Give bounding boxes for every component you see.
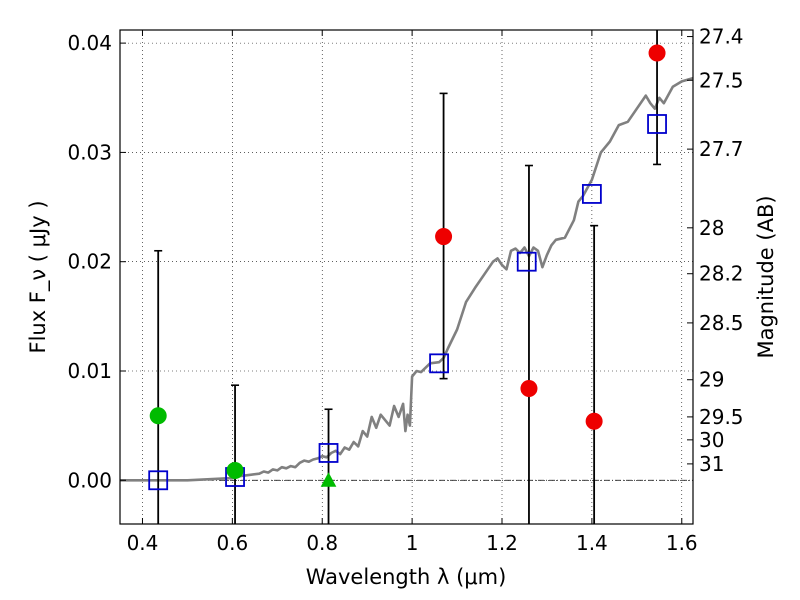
y-tick-label: 0.00: [67, 468, 112, 492]
tick-labels: 0.4 0.6 0.8 1 1.2 1.4 1.6 0.00 0.01 0.02 0.03 0.04 2…: [67, 25, 743, 555]
model-photometry-square: [516, 251, 537, 272]
y-tick-label: 0.04: [67, 31, 112, 55]
model-photometry-square: [148, 470, 169, 491]
model-photometry-square: [581, 184, 602, 204]
x-tick-label: 0.6: [216, 531, 248, 555]
right-tick-label: 27.7: [699, 137, 744, 161]
x-tick-label: 1.6: [666, 531, 698, 555]
y-tick-label: 0.01: [67, 359, 112, 383]
right-tick-label: 29: [699, 368, 724, 392]
detection-point: [585, 412, 603, 430]
right-tick-label: 28.2: [699, 262, 744, 286]
right-tick-label: 27.5: [699, 68, 744, 92]
x-tick-label: 0.4: [127, 531, 159, 555]
y-axis-label: Flux F_ν ( μJy ): [26, 200, 51, 353]
model-photometry-square: [318, 443, 339, 463]
x-tick-label: 1.2: [486, 531, 518, 555]
ticks: [120, 30, 693, 524]
model-photometry-square: [647, 114, 667, 134]
right-axis-label: Magnitude (AB): [754, 195, 778, 358]
right-tick-label: 28.5: [699, 311, 744, 335]
plot-frame: [119, 29, 694, 525]
y-tick-label: 0.02: [67, 250, 112, 274]
x-tick-label: 1: [406, 531, 419, 555]
model-spectrum-line: [120, 76, 693, 482]
model-spectrum-layer: [120, 76, 693, 482]
upper-limit-triangle: [320, 472, 337, 487]
y-tick-label: 0.03: [67, 140, 112, 164]
detection-point: [435, 228, 453, 246]
plot-area: [120, 30, 693, 524]
model-photometry-square: [429, 353, 449, 374]
optical-point: [149, 407, 167, 425]
right-tick-label: 28: [699, 216, 724, 240]
marker-layer: [148, 44, 667, 491]
optical-point: [226, 461, 244, 479]
detection-point: [648, 44, 666, 62]
right-tick-label: 27.4: [699, 25, 744, 49]
right-tick-label: 31: [699, 452, 724, 476]
right-tick-label: 29.5: [699, 405, 744, 429]
x-tick-label: 1.4: [576, 531, 608, 555]
x-tick-label: 0.8: [306, 531, 338, 555]
right-tick-label: 30: [699, 428, 724, 452]
detection-point: [520, 379, 538, 397]
x-axis-label: Wavelength λ (μm): [306, 565, 507, 589]
